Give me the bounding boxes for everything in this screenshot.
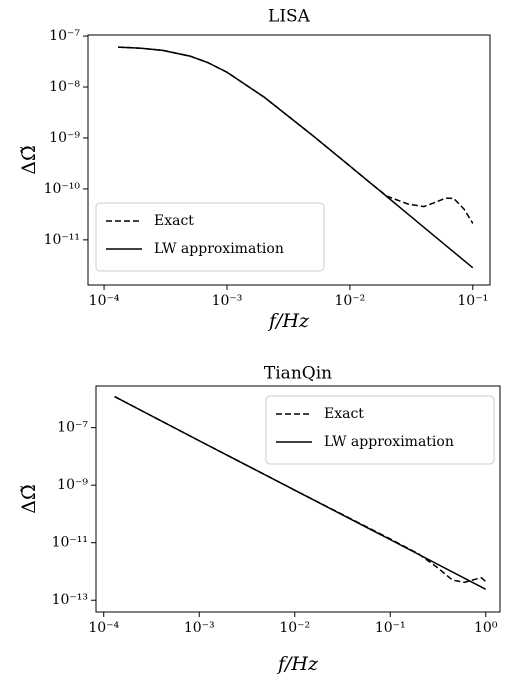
legend-label: Exact — [154, 213, 194, 229]
y-tick-label: 10⁻¹¹ — [44, 232, 80, 248]
y-axis-label: ΔΩ̃ — [18, 484, 40, 513]
x-tick-label: 10⁻⁴ — [89, 293, 120, 309]
legend-box — [265, 395, 495, 465]
y-axis-label: ΔΩ̃ — [18, 145, 40, 174]
chart-title: TianQin — [264, 364, 332, 384]
y-tick-label: 10⁻⁸ — [49, 79, 80, 95]
x-axis-label: f/Hz — [276, 653, 319, 675]
x-tick-label: 10⁻³ — [212, 293, 243, 309]
y-tick-label: 10⁻⁹ — [49, 130, 80, 146]
x-tick-label: 10⁻⁴ — [88, 620, 119, 636]
y-tick-label: 10⁻⁷ — [49, 28, 80, 44]
series-line — [118, 46, 474, 269]
x-tick-label: 10⁻³ — [184, 620, 215, 636]
legend-label: LW approximation — [154, 241, 284, 257]
y-tick-label: 10⁻¹⁰ — [44, 181, 81, 197]
y-tick-label: 10⁻¹¹ — [52, 535, 88, 551]
plot-frame — [87, 34, 491, 286]
legend-box — [95, 202, 325, 272]
x-tick-label: 10⁰ — [474, 620, 498, 636]
series-line — [118, 46, 474, 224]
plot-frame — [95, 385, 501, 613]
x-tick-label: 10⁻¹ — [375, 620, 406, 636]
legend-label: Exact — [324, 406, 364, 422]
y-tick-label: 10⁻¹³ — [52, 592, 88, 608]
legend-label: LW approximation — [324, 434, 454, 450]
chart-title: LISA — [268, 7, 311, 27]
y-tick-label: 10⁻⁹ — [57, 477, 88, 493]
x-tick-label: 10⁻² — [334, 293, 365, 309]
x-tick-label: 10⁻¹ — [457, 293, 488, 309]
x-tick-label: 10⁻² — [279, 620, 310, 636]
x-axis-label: f/Hz — [267, 310, 310, 332]
series-line — [114, 395, 487, 590]
y-tick-label: 10⁻⁷ — [57, 420, 88, 436]
